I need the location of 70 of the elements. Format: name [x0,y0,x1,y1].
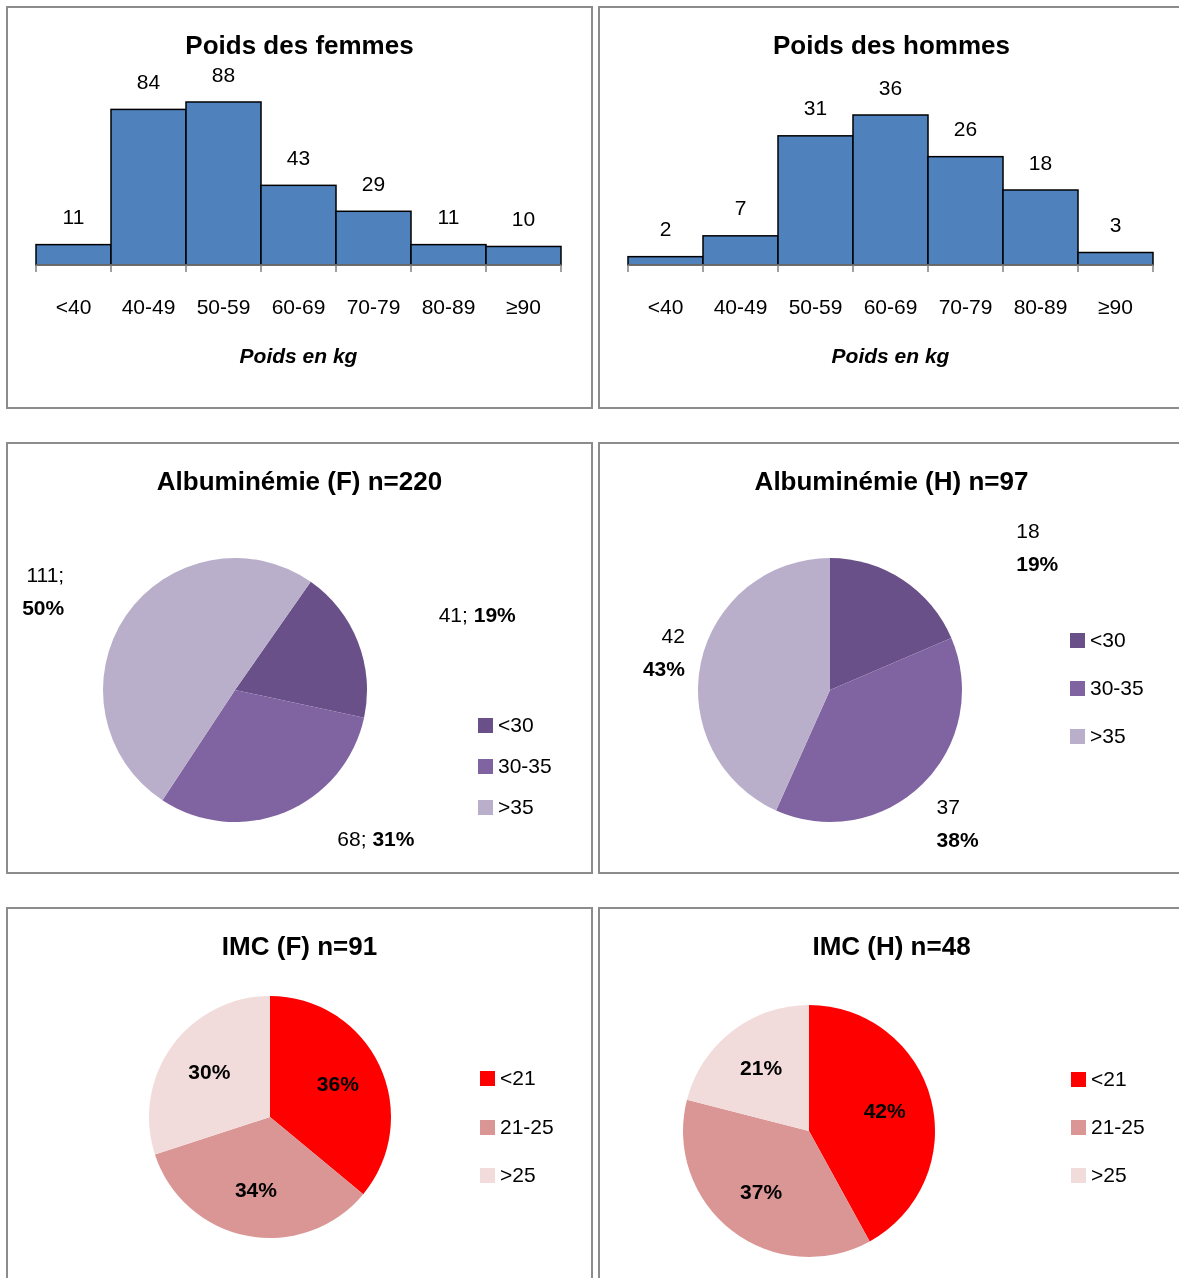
legend-label: >35 [1090,723,1126,747]
x-tick-label: <40 [55,294,92,318]
data-label: 11 [62,205,85,229]
data-label: 111; 50% [22,562,65,619]
data-label: 37 38% [936,794,979,851]
legend-label: <30 [498,712,534,736]
pie-slice [686,1005,809,1131]
data-label: 30% [188,1059,231,1083]
data-label: 3 [1109,213,1122,237]
legend-label: <21 [500,1065,536,1089]
x-tick-label: 80-89 [1013,294,1068,318]
chart-title: Albuminémie (H) n=97 [754,465,1029,496]
x-tick-label: 50-59 [788,294,843,318]
legend-label: 21-25 [1091,1114,1145,1138]
chart-title: Albuminémie (F) n=220 [156,465,443,496]
data-label: 34% [234,1177,278,1201]
data-label: 31 [803,96,828,120]
data-label: 84 [136,69,161,93]
data-label: 26 [953,117,978,141]
data-label: 11 [437,205,460,229]
x-tick-label: 40-49 [713,294,768,318]
legend-label: 30-35 [1090,675,1144,699]
pie-slice [162,690,365,822]
x-tick-label: 60-69 [863,294,918,318]
data-label: 18 19% [1016,518,1059,575]
legend-label: <30 [1090,627,1126,651]
data-label: 36 [878,75,903,99]
pie-slice [698,558,830,811]
legend-label: >35 [498,794,534,818]
pie-slice [154,1117,364,1238]
data-label: 42% [863,1098,907,1122]
x-tick-label: 60-69 [271,294,326,318]
chart-title: Poids des hommes [773,29,1010,60]
data-label: 10 [511,207,536,231]
pie-slice [235,581,367,718]
pie-slice [809,1005,935,1242]
data-label: 7 [734,196,747,220]
x-tick-label: ≥90 [506,294,541,318]
legend-label: >25 [500,1162,536,1186]
x-axis-title: Poids en kg [831,343,950,367]
x-tick-label: ≥90 [1098,294,1133,318]
data-label: 36% [316,1071,360,1095]
data-label: 21% [740,1055,783,1079]
chart-title: IMC (F) n=91 [221,930,378,961]
legend-label: 21-25 [500,1114,554,1138]
pie-slice [149,996,270,1155]
legend-label: >25 [1091,1162,1127,1186]
x-tick-label: 50-59 [196,294,251,318]
x-tick-label: 40-49 [121,294,176,318]
data-label: 42 43% [642,623,686,680]
chart-title: Poids des femmes [185,29,414,60]
x-tick-label: 70-79 [938,294,993,318]
pie-slice [830,558,952,690]
pie-slice [103,558,311,801]
x-tick-label: 80-89 [421,294,476,318]
x-tick-label: 70-79 [346,294,401,318]
pie-slice [776,638,962,822]
legend-label: 30-35 [498,753,552,777]
data-label: 2 [659,217,672,241]
legend-label: <21 [1091,1066,1127,1090]
data-label: 88 [211,62,236,86]
data-label: 41; 19% [438,602,517,626]
chart-title: IMC (H) n=48 [812,930,971,961]
x-axis-title: Poids en kg [239,343,358,367]
data-label: 37% [740,1179,783,1203]
data-label: 18 [1028,150,1053,174]
data-label: 29 [361,171,386,195]
data-label: 43 [286,145,311,169]
x-tick-label: <40 [647,294,684,318]
data-label: 68; 31% [337,826,415,850]
